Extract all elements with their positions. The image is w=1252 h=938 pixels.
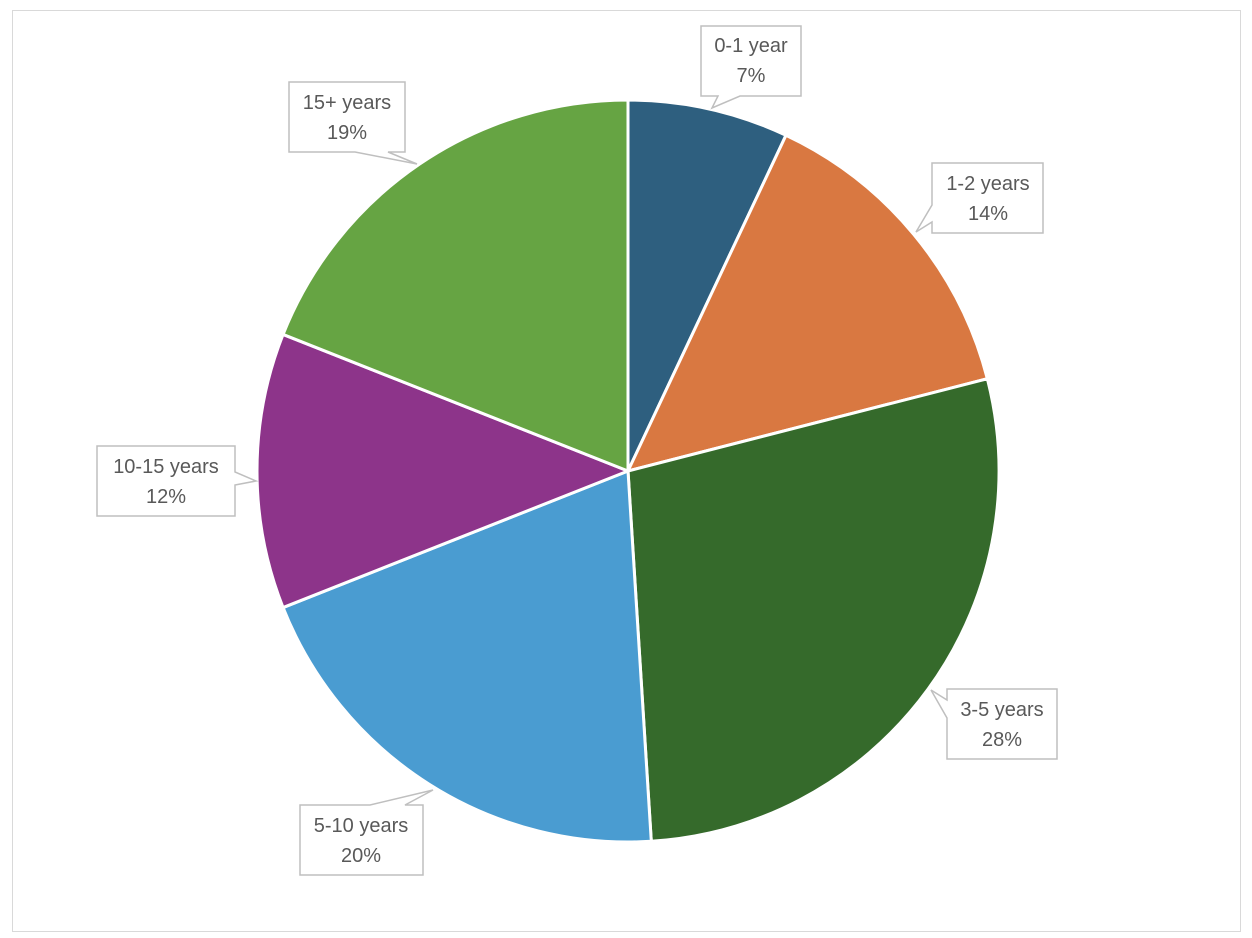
- callout-label: 3-5 years: [960, 699, 1043, 721]
- callout-5-10-years: 5-10 years 20%: [299, 789, 434, 876]
- callout-value: 14%: [968, 203, 1008, 225]
- pie-slice-1-2-years: [626, 133, 989, 473]
- callout-10-15-years: 10-15 years 12%: [96, 445, 259, 517]
- callout-0-1-year: 0-1 year 7%: [700, 25, 802, 110]
- callout-15-plus-years: 15+ years 19%: [288, 81, 418, 165]
- callout-label: 5-10 years: [314, 815, 409, 837]
- pie-slice-3-5-years: [626, 377, 1001, 843]
- callout-value: 20%: [341, 845, 381, 867]
- pie-slice-0-1-year: [626, 98, 788, 473]
- pie-slice-5-10-years: [281, 469, 653, 844]
- callout-1-2-years: 1-2 years 14%: [915, 162, 1044, 234]
- callout-3-5-years: 3-5 years 28%: [930, 688, 1058, 760]
- pie-slice-15-years: [281, 98, 630, 473]
- pie-slices: [255, 98, 1001, 844]
- callout-value: 12%: [146, 486, 186, 508]
- callout-label: 1-2 years: [946, 173, 1029, 195]
- data-label-callouts: 0-1 year 7% 1-2 years 14% 3-5 years 28% …: [96, 25, 1058, 876]
- callout-value: 19%: [327, 122, 367, 144]
- pie-slice-10-15-years: [255, 332, 630, 610]
- callout-label: 0-1 year: [714, 35, 788, 57]
- callout-value: 7%: [737, 65, 766, 87]
- callout-value: 28%: [982, 729, 1022, 751]
- callout-label: 15+ years: [303, 92, 391, 114]
- callout-label: 10-15 years: [113, 456, 219, 478]
